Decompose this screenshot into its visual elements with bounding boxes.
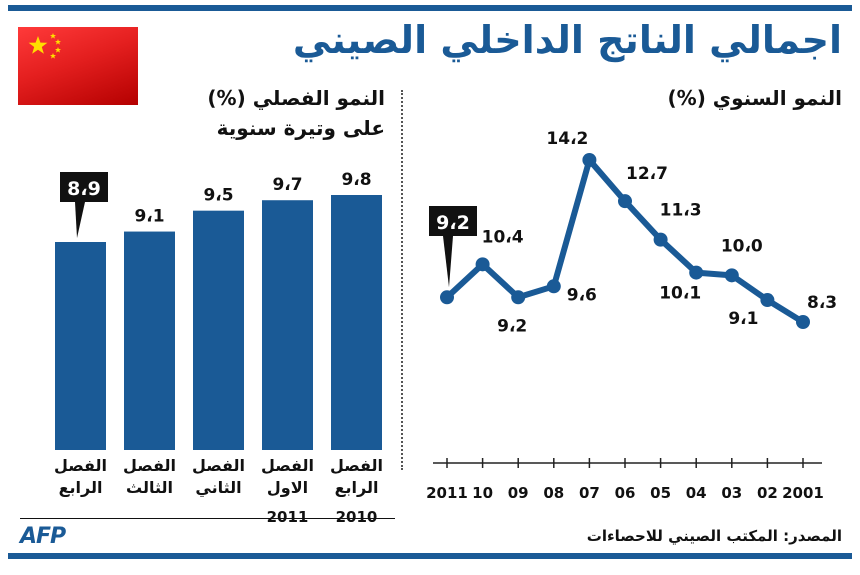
flag-stars-icon: [28, 33, 61, 59]
data-label: 9،2: [497, 316, 527, 336]
bar-category-label: الاول: [267, 478, 308, 497]
data-point: [582, 153, 597, 167]
x-tick-label: 2001: [782, 484, 824, 502]
highlight-callout-box: [429, 206, 477, 236]
x-tick-label: 07: [579, 484, 600, 502]
data-point: [796, 315, 810, 329]
x-tick-label: 05: [650, 484, 671, 502]
data-label: 10،1: [659, 284, 701, 304]
x-tick-label: 08: [543, 484, 564, 502]
data-point: [546, 279, 561, 294]
bottom-border: [8, 553, 852, 559]
bar-value-label: 9،7: [272, 175, 302, 195]
bar-category-label: الرابع: [59, 478, 103, 497]
data-point: [760, 293, 775, 308]
bar-category-label: الفصل: [54, 456, 107, 475]
bar-category-label: الرابع: [335, 478, 379, 497]
data-point: [653, 232, 668, 247]
bar-value-label: 9،5: [203, 186, 233, 206]
x-tick-label: 03: [721, 484, 742, 502]
data-point: [689, 265, 704, 280]
x-tick-label: 02: [757, 484, 778, 502]
bar: [55, 242, 106, 450]
data-point: [440, 290, 454, 305]
source-note: المصدر: المكتب الصيني للاحصاءات: [586, 527, 842, 545]
year-label-2011: 2011: [267, 508, 309, 526]
data-label: 11،3: [660, 201, 702, 221]
data-label: 10،0: [721, 236, 763, 256]
data-label: 10،4: [482, 227, 524, 247]
bar-category-label: الثاني: [195, 478, 241, 498]
x-tick-label: 2011: [426, 484, 468, 502]
bar-highlight-callout-pointer: [75, 202, 85, 238]
data-label: 14،2: [546, 129, 588, 149]
china-flag: [18, 27, 138, 105]
data-point: [475, 257, 490, 272]
data-label: 12،7: [626, 164, 668, 184]
highlight-callout-pointer: [443, 236, 453, 288]
data-point: [511, 290, 526, 305]
bar-highlight-callout-label: 8،9: [67, 178, 101, 200]
data-point: [618, 194, 632, 209]
data-label: 9،6: [567, 285, 597, 305]
x-tick-label: 10: [472, 484, 493, 502]
x-tick-label: 09: [508, 484, 529, 502]
data-label: 8،3: [807, 293, 837, 313]
bar: [193, 210, 244, 450]
bar: [262, 200, 313, 450]
bar-chart-title: النمو الفصلي (%): [207, 86, 385, 110]
bar-highlight-callout-box: [60, 172, 108, 202]
afp-logo: AFP: [20, 524, 66, 549]
bar-category-label: الفصل: [192, 456, 245, 475]
bar-value-label: 9،8: [341, 170, 371, 190]
bar: [331, 195, 382, 450]
bar-chart-subtitle: على وتيرة سنوية: [216, 116, 385, 140]
top-border: [8, 5, 852, 11]
line-chart-title: النمو السنوي (%): [667, 86, 842, 110]
page-title: اجمالي الناتج الداخلي الصيني: [292, 18, 842, 62]
highlight-callout-label: 9،2: [436, 212, 470, 234]
footer-rule: [20, 518, 395, 519]
bar-category-label: الفصل: [330, 456, 383, 475]
x-tick-label: 04: [686, 484, 707, 502]
data-label: 9،1: [728, 309, 758, 329]
panel-divider: [401, 90, 403, 470]
data-point: [724, 268, 739, 283]
bar-category-label: الثالث: [126, 478, 173, 497]
x-tick-label: 06: [615, 484, 636, 502]
bar-category-label: الفصل: [123, 456, 176, 475]
bar-value-label: 9،1: [134, 207, 164, 227]
year-label-2010: 2010: [336, 508, 378, 526]
bar-category-label: الفصل: [261, 456, 314, 475]
bar: [124, 231, 175, 450]
